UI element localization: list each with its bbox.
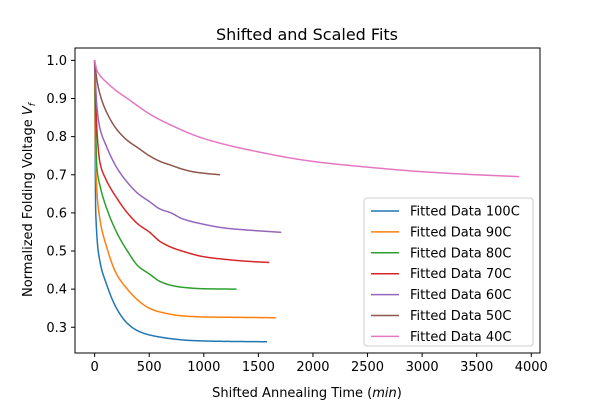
series-line-fitted-data-70c [93, 59, 270, 264]
y-tick-label: 0.6 [46, 206, 67, 221]
axes-frame [74, 47, 541, 354]
x-tick-label: 1000 [187, 360, 220, 375]
x-axis-label-main: Shifted Annealing Time ( [212, 386, 372, 400]
x-axis-label-close: ) [397, 386, 402, 400]
y-axis-ticks: 0.3 0.4 0.5 0.6 0.7 0.8 0.9 1.0 [46, 54, 75, 336]
legend-entry-label: Fitted Data 80C [410, 246, 512, 261]
legend-entry-label: Fitted Data 90C [410, 225, 512, 240]
y-tick-label: 0.3 [46, 321, 67, 336]
x-tick-label: 1500 [242, 360, 275, 375]
series-line-fitted-data-90c [93, 60, 276, 319]
y-tick-label: 1.0 [46, 54, 67, 69]
x-axis-ticks: 0 500 1000 1500 2000 2500 3000 3500 4000 [91, 353, 548, 375]
y-axis-label: Normalized Folding Voltage Vf [21, 101, 38, 297]
x-tick-label: 2000 [296, 360, 329, 375]
plot-lines [93, 59, 520, 343]
series-line-fitted-data-100c [93, 60, 268, 343]
y-tick-label: 0.9 [46, 92, 67, 107]
legend-entry-label: Fitted Data 60C [410, 288, 512, 303]
x-tick-label: 3500 [460, 360, 493, 375]
x-tick-label: 2500 [351, 360, 384, 375]
y-axis-label-subscript: f [28, 101, 38, 106]
series-line-fitted-data-40c [93, 59, 520, 178]
series-line-fitted-data-50c [93, 59, 221, 176]
legend-entry-label: Fitted Data 40C [410, 330, 512, 345]
y-tick-label: 0.4 [46, 283, 67, 298]
series-line-fitted-data-80c [93, 59, 237, 290]
x-tick-label: 500 [137, 360, 162, 375]
x-tick-label: 4000 [515, 360, 548, 375]
legend-entry-label: Fitted Data 100C [410, 205, 520, 220]
legend-box [363, 197, 534, 347]
y-axis-label-symbol: V [21, 105, 36, 115]
legend-entry-label: Fitted Data 50C [410, 309, 512, 324]
series-line-fitted-data-60c [93, 59, 282, 234]
x-axis-label: Shifted Annealing Time (min) [212, 386, 402, 400]
legend: Fitted Data 100C Fitted Data 90C Fitted Da… [363, 197, 534, 347]
x-tick-label: 0 [91, 360, 99, 375]
legend-entry-label: Fitted Data 70C [410, 267, 512, 282]
x-tick-label: 3000 [406, 360, 439, 375]
y-tick-label: 0.5 [46, 245, 67, 260]
y-tick-label: 0.8 [46, 130, 67, 145]
y-axis-label-main: Normalized Folding Voltage [21, 115, 36, 297]
chart-title: Shifted and Scaled Fits [216, 25, 398, 44]
x-axis-label-unit: min [372, 386, 397, 400]
y-tick-label: 0.7 [46, 168, 67, 183]
